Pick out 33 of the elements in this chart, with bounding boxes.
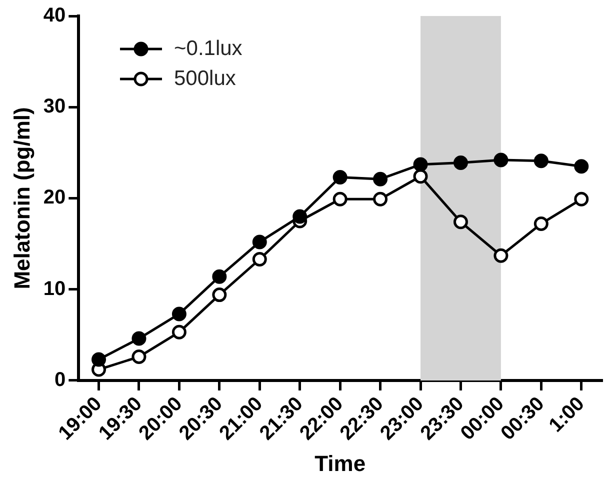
- point: [332, 170, 348, 185]
- x-axis-title: Time: [314, 450, 366, 476]
- point: [132, 350, 146, 364]
- point: [373, 192, 388, 206]
- legend-label: 500lux: [174, 67, 236, 91]
- point: [534, 154, 548, 168]
- y-tick-label: 0: [54, 368, 66, 391]
- y-tick-label: 20: [43, 186, 66, 209]
- point: [332, 192, 348, 206]
- point: [373, 172, 388, 186]
- point: [494, 248, 508, 263]
- point: [172, 324, 186, 340]
- point: [413, 157, 428, 172]
- point: [132, 331, 146, 346]
- point: [453, 155, 468, 170]
- point: [92, 352, 106, 367]
- point: [574, 192, 589, 206]
- y-axis-title: Melatonin (pg/ml): [9, 107, 34, 290]
- y-tick-label: 10: [43, 278, 66, 300]
- point: [494, 152, 508, 168]
- point: [292, 209, 308, 224]
- legend-label: ~0.1lux: [174, 37, 242, 61]
- point: [574, 159, 589, 174]
- point: [212, 269, 227, 284]
- point: [252, 252, 267, 267]
- point: [172, 306, 186, 322]
- point: [453, 214, 468, 230]
- point: [534, 216, 548, 231]
- point: [413, 169, 428, 184]
- point: [212, 288, 227, 302]
- y-tick-label: 30: [43, 96, 66, 118]
- y-tick-label: 40: [43, 4, 66, 27]
- point: [252, 234, 267, 250]
